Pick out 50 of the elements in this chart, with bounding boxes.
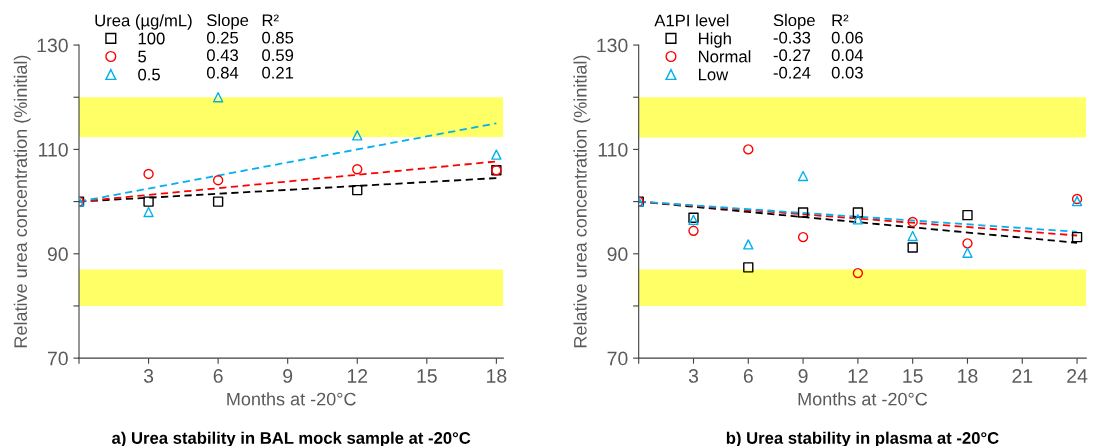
x-tick-label: 9: [283, 369, 293, 383]
legend-label: 100: [138, 32, 165, 45]
legend-label: High: [699, 32, 731, 48]
x-axis-title: Months at -20°C: [227, 392, 356, 406]
x-tick-label: 18: [487, 369, 507, 383]
annotation: 0.59: [262, 49, 294, 62]
x-tick-label: 15: [417, 369, 437, 383]
legend-title: Urea (µg/mL): [95, 14, 192, 30]
text: Slope: [773, 13, 815, 30]
x-tick-label: 12: [848, 369, 868, 383]
text: 0.85: [262, 31, 294, 44]
x-tick-label: 15: [903, 369, 923, 383]
text: R²: [262, 14, 279, 26]
text: -0.33: [773, 31, 811, 44]
y-tick-label: 130: [37, 38, 68, 53]
y-tick-label: 110: [598, 142, 628, 157]
legend-label: 5: [138, 50, 147, 63]
y-axis-title: Relative urea concentration (%initial): [573, 55, 591, 348]
x-tick-label: 24: [1067, 369, 1088, 383]
annotation: -0.27: [773, 49, 811, 62]
legend-label: Low: [699, 68, 729, 81]
x-tick-label: 6: [213, 369, 223, 383]
annotation: 0.03: [831, 66, 863, 79]
text: 0.25: [206, 31, 239, 44]
annotation: 0.84: [206, 66, 239, 79]
y-tick-label: 110: [39, 142, 68, 157]
y-tick-label: 130: [597, 38, 628, 53]
y-tick-label: 90: [607, 247, 628, 262]
legend-label: Normal: [699, 50, 751, 63]
x-tick-label: 9: [798, 369, 808, 383]
text: 0.06: [831, 31, 863, 44]
annotation: 0.43: [206, 49, 239, 62]
x-tick-label: 3: [688, 369, 699, 383]
annotation: 0.04: [831, 49, 864, 62]
y-tick-label: 90: [47, 247, 68, 262]
text: Slope: [207, 13, 249, 30]
x-tick-label: 18: [958, 369, 978, 383]
annotation: -0.24: [773, 66, 811, 79]
text: R²: [832, 14, 849, 26]
y-tick-label: 70: [607, 351, 628, 366]
x-axis-title: Months at -20°C: [798, 392, 928, 406]
annotation: 0.21: [262, 66, 294, 79]
x-tick-label: 3: [143, 369, 154, 383]
legend-title: A1PI level: [654, 14, 729, 27]
y-axis-title: Relative urea concentration (%initial): [13, 55, 31, 348]
x-tick-label: 6: [743, 369, 753, 383]
x-tick-label: 12: [347, 369, 368, 383]
x-tick-label: 21: [1012, 369, 1033, 383]
legend-label: 0.5: [138, 68, 160, 81]
y-tick-label: 70: [47, 351, 68, 366]
